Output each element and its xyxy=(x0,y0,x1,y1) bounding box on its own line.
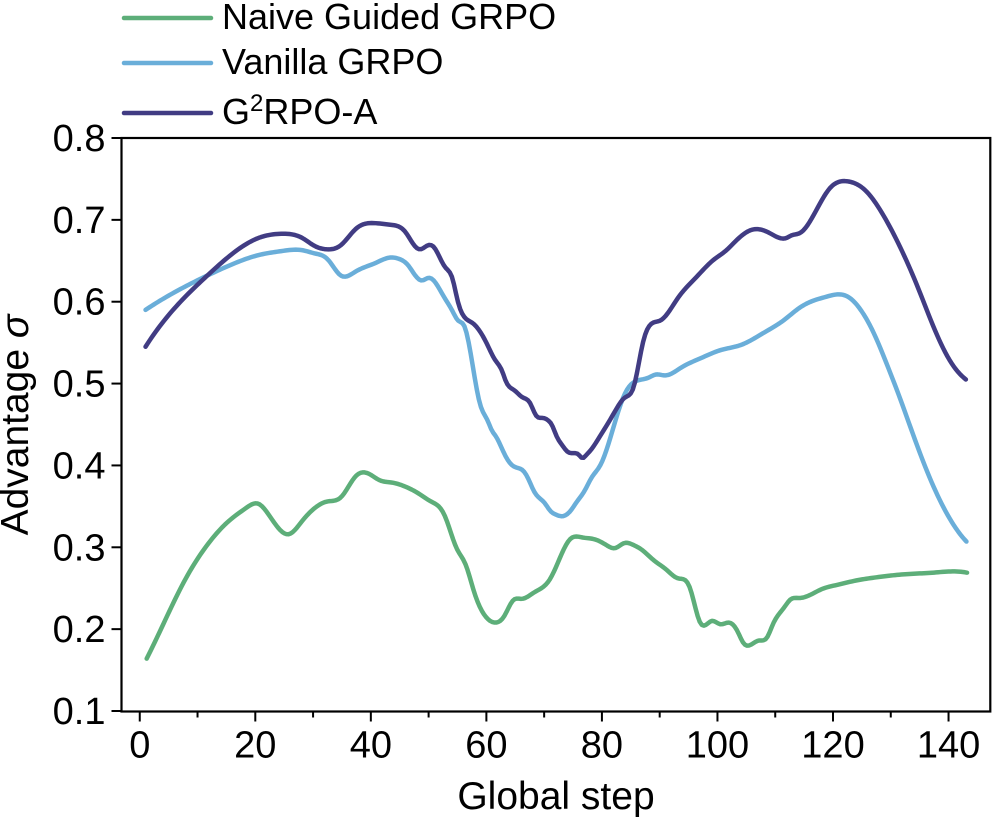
svg-text:Vanilla GRPO: Vanilla GRPO xyxy=(222,41,443,82)
svg-text:Naive Guided GRPO: Naive Guided GRPO xyxy=(222,0,556,37)
svg-text:Global step: Global step xyxy=(457,775,654,818)
svg-text:0.6: 0.6 xyxy=(53,282,106,324)
svg-text:80: 80 xyxy=(581,725,623,767)
svg-text:40: 40 xyxy=(350,725,392,767)
svg-text:60: 60 xyxy=(465,725,507,767)
svg-text:0.7: 0.7 xyxy=(53,200,106,242)
svg-text:G2RPO-A: G2RPO-A xyxy=(222,90,377,133)
svg-text:140: 140 xyxy=(917,725,980,767)
svg-text:0.4: 0.4 xyxy=(53,445,106,487)
svg-text:0.5: 0.5 xyxy=(53,364,106,406)
svg-text:0.3: 0.3 xyxy=(53,527,106,569)
svg-text:0.1: 0.1 xyxy=(53,691,106,733)
svg-text:Advantage σ: Advantage σ xyxy=(0,313,37,535)
svg-text:120: 120 xyxy=(801,725,864,767)
svg-text:100: 100 xyxy=(686,725,749,767)
svg-text:20: 20 xyxy=(234,725,276,767)
svg-text:0.2: 0.2 xyxy=(53,609,106,651)
svg-text:0.8: 0.8 xyxy=(53,118,106,160)
svg-text:0: 0 xyxy=(129,725,150,767)
